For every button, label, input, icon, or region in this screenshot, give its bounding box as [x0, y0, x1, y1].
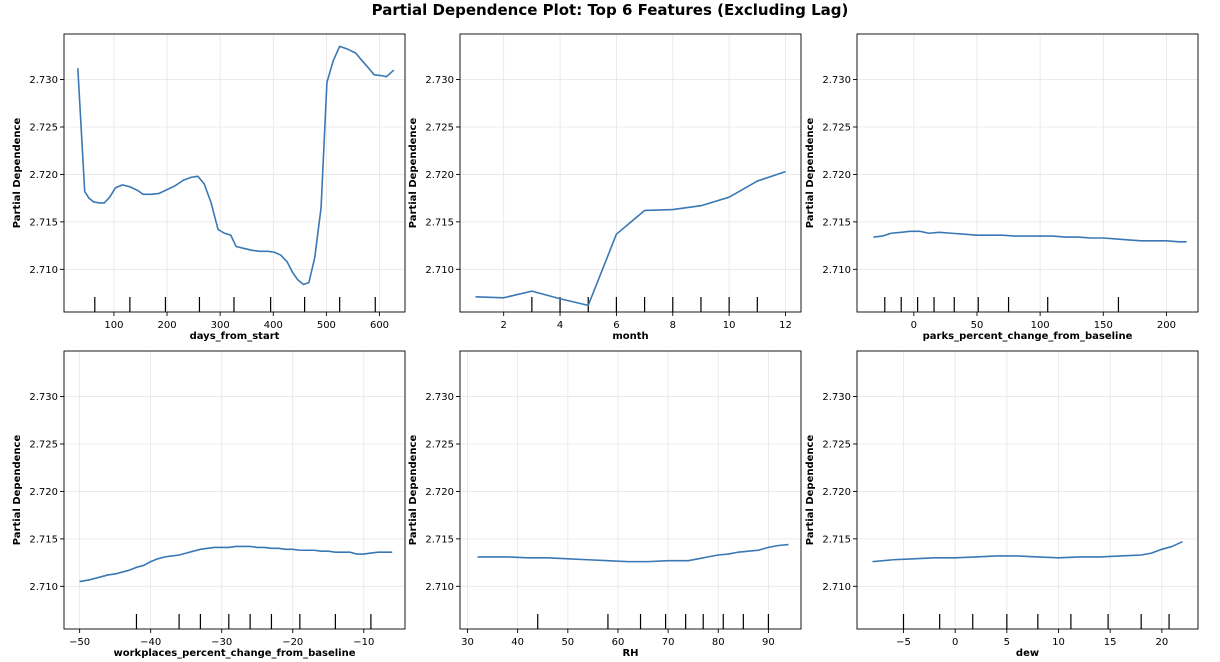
y-tick-label: 2.710: [425, 582, 454, 593]
x-axis-label: RH: [622, 648, 638, 659]
x-axis-label: days_from_start: [190, 331, 280, 342]
y-axis-label: Partial Dependence: [12, 435, 23, 546]
x-tick-label: −5: [896, 637, 911, 648]
x-tick-label: 8: [670, 320, 676, 331]
x-tick-label: 30: [461, 637, 474, 648]
x-tick-label: 100: [104, 320, 123, 331]
partial-dependence-line: [873, 230, 1187, 243]
x-tick-label: 150: [1094, 320, 1113, 331]
subplot-2: 2 4 6 8 10 12 2.710 2.715 2.720 2.725 2.730 month Pa…: [408, 33, 802, 342]
subplot-1: 100 200 300 400 500 600 2.710 2.715 2.720 2.725 2.…: [12, 33, 406, 342]
y-tick-label: 2.725: [822, 439, 851, 450]
axes-frame: [856, 33, 1199, 313]
partial-dependence-line: [475, 170, 786, 307]
subplot-6: −5 0 5 10 15 20 2.710 2.715 2.720 2.725 2.730 dew Pa…: [805, 350, 1199, 659]
x-axis-label: month: [612, 331, 648, 342]
x-tick-label: 80: [712, 637, 725, 648]
y-tick-label: 2.720: [425, 170, 454, 181]
x-tick-label: 60: [612, 637, 625, 648]
x-tick-label: 2: [500, 320, 506, 331]
y-tick-label: 2.730: [425, 75, 454, 86]
x-tick-label: 100: [1031, 320, 1050, 331]
y-tick-label: 2.710: [29, 582, 58, 593]
partial-dependence-line: [872, 540, 1183, 563]
x-tick-label: 400: [264, 320, 283, 331]
axes-frame: [459, 350, 802, 630]
x-tick-label: 200: [1157, 320, 1176, 331]
subplot-4: −50 −40 −30 −20 −10 2.710 2.715 2.720 2.725 2.730…: [12, 350, 406, 659]
x-axis-label: parks_percent_change_from_baseline: [923, 331, 1133, 342]
x-tick-label: 10: [1052, 637, 1065, 648]
x-tick-label: 600: [370, 320, 389, 331]
axes-frame: [459, 33, 802, 313]
x-tick-label: 50: [971, 320, 984, 331]
y-tick-label: 2.730: [425, 392, 454, 403]
y-tick-label: 2.710: [29, 265, 58, 276]
x-tick-label: 10: [723, 320, 736, 331]
y-tick-label: 2.725: [29, 439, 58, 450]
y-axis-label: Partial Dependence: [805, 118, 816, 229]
x-tick-label: 4: [557, 320, 563, 331]
x-tick-label: 500: [317, 320, 336, 331]
y-tick-label: 2.710: [822, 582, 851, 593]
y-tick-label: 2.720: [425, 487, 454, 498]
y-tick-label: 2.725: [425, 122, 454, 133]
y-tick-label: 2.725: [425, 439, 454, 450]
x-tick-label: 90: [762, 637, 775, 648]
y-tick-label: 2.730: [822, 392, 851, 403]
x-tick-label: 0: [911, 320, 917, 331]
x-tick-label: 20: [1155, 637, 1168, 648]
y-axis-label: Partial Dependence: [408, 435, 419, 546]
subplot-5: 30 40 50 60 70 80 90 2.710 2.715 2.720 2.725 2.730 R…: [408, 350, 802, 659]
x-tick-label: 0: [952, 637, 958, 648]
x-tick-label: −50: [69, 637, 90, 648]
axes-frame: [63, 33, 406, 313]
axes-frame: [63, 350, 406, 630]
y-tick-label: 2.715: [822, 217, 851, 228]
y-tick-label: 2.725: [29, 122, 58, 133]
y-tick-label: 2.715: [425, 534, 454, 545]
y-tick-label: 2.710: [425, 265, 454, 276]
y-tick-label: 2.720: [822, 170, 851, 181]
y-tick-label: 2.720: [29, 170, 58, 181]
x-tick-label: 300: [211, 320, 230, 331]
y-tick-label: 2.715: [29, 534, 58, 545]
partial-dependence-line: [77, 45, 395, 286]
partial-dependence-line: [477, 543, 789, 563]
x-tick-label: −40: [140, 637, 161, 648]
x-tick-label: 5: [1004, 637, 1010, 648]
y-tick-label: 2.720: [822, 487, 851, 498]
subplot-3: 0 50 100 150 200 2.710 2.715 2.720 2.725 2.730 par…: [805, 33, 1199, 342]
y-axis-label: Partial Dependence: [805, 435, 816, 546]
x-axis-label: dew: [1016, 648, 1039, 659]
x-tick-label: 12: [779, 320, 792, 331]
y-tick-label: 2.715: [822, 534, 851, 545]
y-tick-label: 2.710: [822, 265, 851, 276]
partial-dependence-line: [79, 545, 393, 583]
y-tick-label: 2.730: [822, 75, 851, 86]
y-axis-label: Partial Dependence: [12, 118, 23, 229]
y-tick-label: 2.715: [425, 217, 454, 228]
x-tick-label: 200: [157, 320, 176, 331]
y-tick-label: 2.730: [29, 75, 58, 86]
x-tick-label: −10: [353, 637, 374, 648]
figure-title: Partial Dependence Plot: Top 6 Features …: [371, 1, 849, 19]
x-tick-label: −20: [282, 637, 303, 648]
x-tick-label: 6: [613, 320, 619, 331]
x-tick-label: 40: [511, 637, 524, 648]
x-tick-label: 50: [561, 637, 574, 648]
x-tick-label: 70: [662, 637, 675, 648]
axes-frame: [856, 350, 1199, 630]
y-tick-label: 2.715: [29, 217, 58, 228]
y-tick-label: 2.725: [822, 122, 851, 133]
y-tick-label: 2.720: [29, 487, 58, 498]
x-tick-label: 15: [1104, 637, 1117, 648]
x-tick-label: −30: [211, 637, 232, 648]
x-axis-label: workplaces_percent_change_from_baseline: [114, 648, 356, 659]
y-axis-label: Partial Dependence: [408, 118, 419, 229]
y-tick-label: 2.730: [29, 392, 58, 403]
